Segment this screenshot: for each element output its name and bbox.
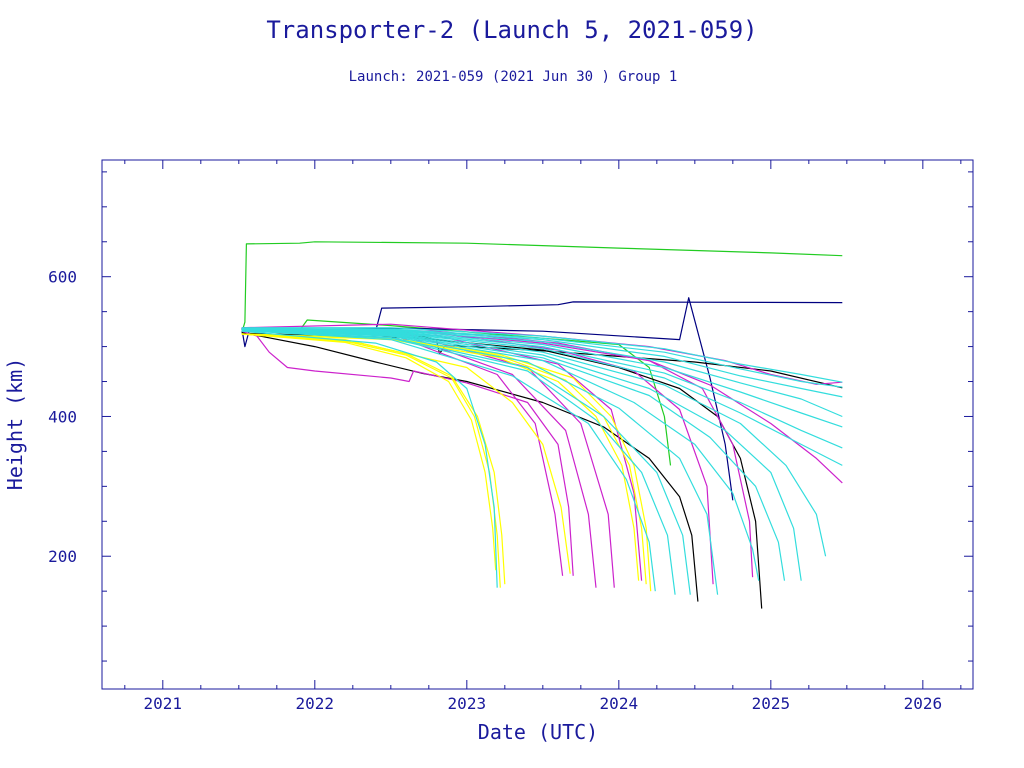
axis-ticks (102, 160, 973, 689)
x-tick-label: 2026 (904, 694, 943, 713)
series-line-cyan (241, 329, 719, 595)
x-tick-label: 2022 (296, 694, 335, 713)
axis-tick-labels: 2021 2022 2023 2024 2025 2026 200 400 600 (48, 268, 942, 713)
plot-frame (101, 159, 974, 690)
series-line-magenta (241, 330, 574, 576)
x-tick-label: 2021 (144, 694, 183, 713)
series-line-navy (241, 301, 843, 332)
series-line-black (241, 332, 699, 602)
x-tick-label: 2024 (600, 694, 639, 713)
series-line-cyan (241, 329, 786, 581)
y-tick-label: 400 (48, 407, 77, 426)
x-axis-label: Date (UTC) (478, 720, 598, 744)
series-line-cyan (241, 329, 676, 595)
x-tick-label: 2023 (448, 694, 487, 713)
y-tick-label: 600 (48, 268, 77, 287)
series-line-cyan (241, 328, 843, 418)
series-line-yellow (241, 333, 501, 588)
series-line-yellow (241, 333, 506, 585)
series-line-cyan (241, 329, 827, 557)
trajectory-series (241, 241, 843, 609)
series-line-green (241, 241, 843, 333)
series-line-cyan (241, 329, 691, 595)
series-line-cyan (241, 328, 843, 449)
series-line-magenta (241, 328, 564, 576)
series-line-yellow (241, 333, 652, 592)
y-tick-label: 200 (48, 547, 77, 566)
series-line-yellow (241, 333, 571, 574)
series-line-yellow (241, 333, 497, 571)
series-line-cyan (241, 329, 760, 581)
series-line-cyan (241, 330, 498, 588)
series-line-cyan (241, 328, 843, 428)
y-axis-label: Height (km) (3, 358, 27, 490)
series-line-cyan (241, 327, 843, 388)
series-line-cyan (241, 329, 843, 466)
series-line-cyan (241, 329, 656, 592)
series-line-navy (241, 297, 734, 501)
chart-title: Transporter-2 (Launch 5, 2021-059) (266, 16, 757, 44)
series-line-cyan (241, 327, 843, 383)
chart-subtitle: Launch: 2021-059 (2021 Jun 30 ) Group 1 (349, 69, 678, 85)
series-line-cyan (241, 327, 843, 398)
x-tick-label: 2025 (752, 694, 791, 713)
series-line-cyan (241, 329, 802, 581)
